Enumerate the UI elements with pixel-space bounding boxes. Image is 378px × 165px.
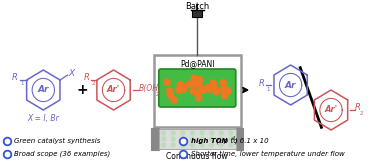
Circle shape — [181, 131, 185, 135]
Text: Ar': Ar' — [324, 105, 338, 115]
Text: Broad scope (36 examples): Broad scope (36 examples) — [14, 151, 111, 157]
Text: Continuous flow: Continuous flow — [166, 152, 228, 161]
Circle shape — [219, 137, 223, 141]
Circle shape — [190, 88, 197, 94]
Circle shape — [181, 86, 187, 92]
Text: Ar: Ar — [285, 81, 296, 89]
Text: +: + — [77, 83, 88, 97]
Text: high TON: high TON — [191, 138, 227, 144]
Circle shape — [229, 143, 233, 147]
Text: 2: 2 — [360, 111, 363, 116]
Circle shape — [171, 131, 175, 135]
Text: Shorter time, lower temperature under flow: Shorter time, lower temperature under fl… — [191, 151, 344, 157]
Circle shape — [220, 80, 226, 86]
Text: Ar: Ar — [37, 85, 49, 95]
Circle shape — [191, 131, 194, 135]
Circle shape — [181, 143, 185, 147]
Circle shape — [162, 137, 166, 141]
Circle shape — [171, 137, 175, 141]
Circle shape — [192, 80, 198, 86]
Text: X = I, Br: X = I, Br — [28, 115, 59, 123]
Circle shape — [229, 137, 233, 141]
Bar — [151, 128, 159, 150]
Circle shape — [191, 75, 197, 82]
Text: R: R — [84, 73, 90, 82]
Circle shape — [210, 80, 216, 86]
Circle shape — [210, 143, 214, 147]
Circle shape — [167, 89, 173, 96]
Circle shape — [219, 143, 223, 147]
Text: Batch: Batch — [185, 2, 209, 11]
Circle shape — [206, 86, 212, 92]
Circle shape — [223, 87, 229, 93]
Text: 1: 1 — [266, 87, 270, 92]
Circle shape — [194, 78, 200, 85]
FancyBboxPatch shape — [159, 69, 236, 107]
Circle shape — [177, 82, 183, 88]
Text: R: R — [355, 103, 361, 113]
Circle shape — [220, 87, 226, 93]
Text: R: R — [259, 79, 265, 87]
Circle shape — [200, 143, 204, 147]
Circle shape — [191, 137, 194, 141]
Circle shape — [176, 87, 182, 93]
Circle shape — [212, 85, 218, 91]
Circle shape — [180, 83, 186, 89]
Circle shape — [225, 88, 231, 94]
Text: Pd@PANI: Pd@PANI — [180, 59, 215, 68]
Circle shape — [194, 90, 200, 97]
Circle shape — [167, 92, 174, 98]
Bar — [192, 10, 202, 17]
Bar — [154, 55, 240, 127]
Circle shape — [200, 131, 204, 135]
Text: 1: 1 — [20, 81, 23, 86]
Circle shape — [197, 77, 203, 83]
Text: ): ) — [235, 138, 237, 144]
Text: 2: 2 — [91, 81, 95, 86]
Circle shape — [162, 143, 166, 147]
Circle shape — [187, 81, 193, 87]
Circle shape — [210, 131, 214, 135]
Text: 4: 4 — [232, 135, 235, 141]
Circle shape — [229, 131, 233, 135]
Circle shape — [171, 143, 175, 147]
Text: X: X — [69, 69, 75, 79]
Circle shape — [200, 137, 204, 141]
Text: 2: 2 — [156, 92, 160, 97]
Text: Green catalyst synthesis: Green catalyst synthesis — [14, 138, 101, 144]
Circle shape — [208, 85, 215, 92]
Circle shape — [164, 79, 170, 85]
Circle shape — [197, 84, 203, 91]
Circle shape — [181, 137, 185, 141]
Circle shape — [219, 131, 223, 135]
Text: B(OH): B(OH) — [139, 84, 161, 94]
Circle shape — [171, 97, 177, 103]
Bar — [159, 129, 236, 149]
Bar — [236, 128, 243, 150]
Text: Ar': Ar' — [107, 85, 120, 95]
Text: (up to 6.1 x 10: (up to 6.1 x 10 — [212, 138, 268, 144]
Circle shape — [162, 131, 166, 135]
Text: R: R — [12, 73, 18, 82]
Circle shape — [191, 143, 194, 147]
Circle shape — [205, 84, 211, 91]
Circle shape — [214, 88, 220, 95]
Circle shape — [210, 137, 214, 141]
Circle shape — [222, 92, 228, 99]
Circle shape — [167, 88, 173, 94]
Circle shape — [196, 95, 202, 101]
Circle shape — [201, 87, 207, 93]
